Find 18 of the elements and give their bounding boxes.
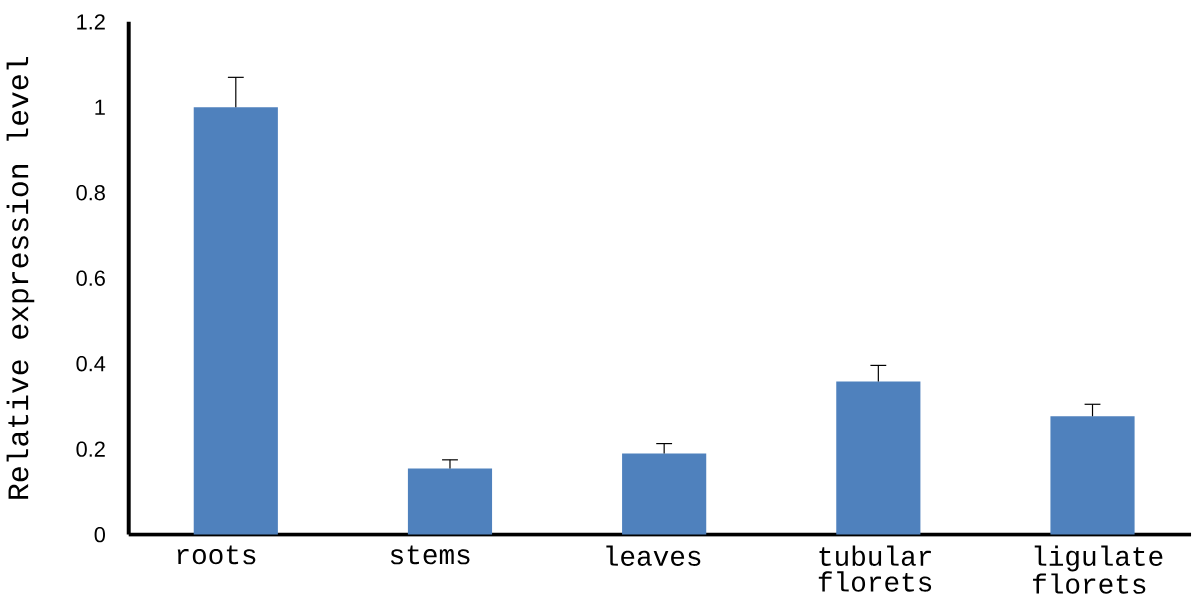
bar (193, 107, 278, 535)
y-tick-label: 0.2 (76, 441, 105, 457)
bar (836, 381, 921, 535)
x-tick-label: leaves (606, 545, 701, 567)
bar (1050, 416, 1135, 535)
y-tick-label: 0.8 (76, 185, 105, 201)
bar (622, 453, 707, 535)
x-tick-label: roots (177, 545, 256, 565)
x-tick-label: ligulate florets (1033, 545, 1163, 594)
y-axis-title: Relative expression level (6, 57, 35, 499)
y-tick-label: 0.4 (76, 356, 106, 372)
x-tick-label: tubular florets (818, 545, 932, 592)
bar (407, 468, 493, 535)
y-tick-label: 0.6 (76, 270, 105, 286)
y-tick-label: 0 (94, 527, 106, 543)
y-tick-label: 1.2 (77, 14, 105, 30)
y-tick-label: 1 (95, 99, 105, 115)
x-tick-label: stems (390, 545, 470, 565)
